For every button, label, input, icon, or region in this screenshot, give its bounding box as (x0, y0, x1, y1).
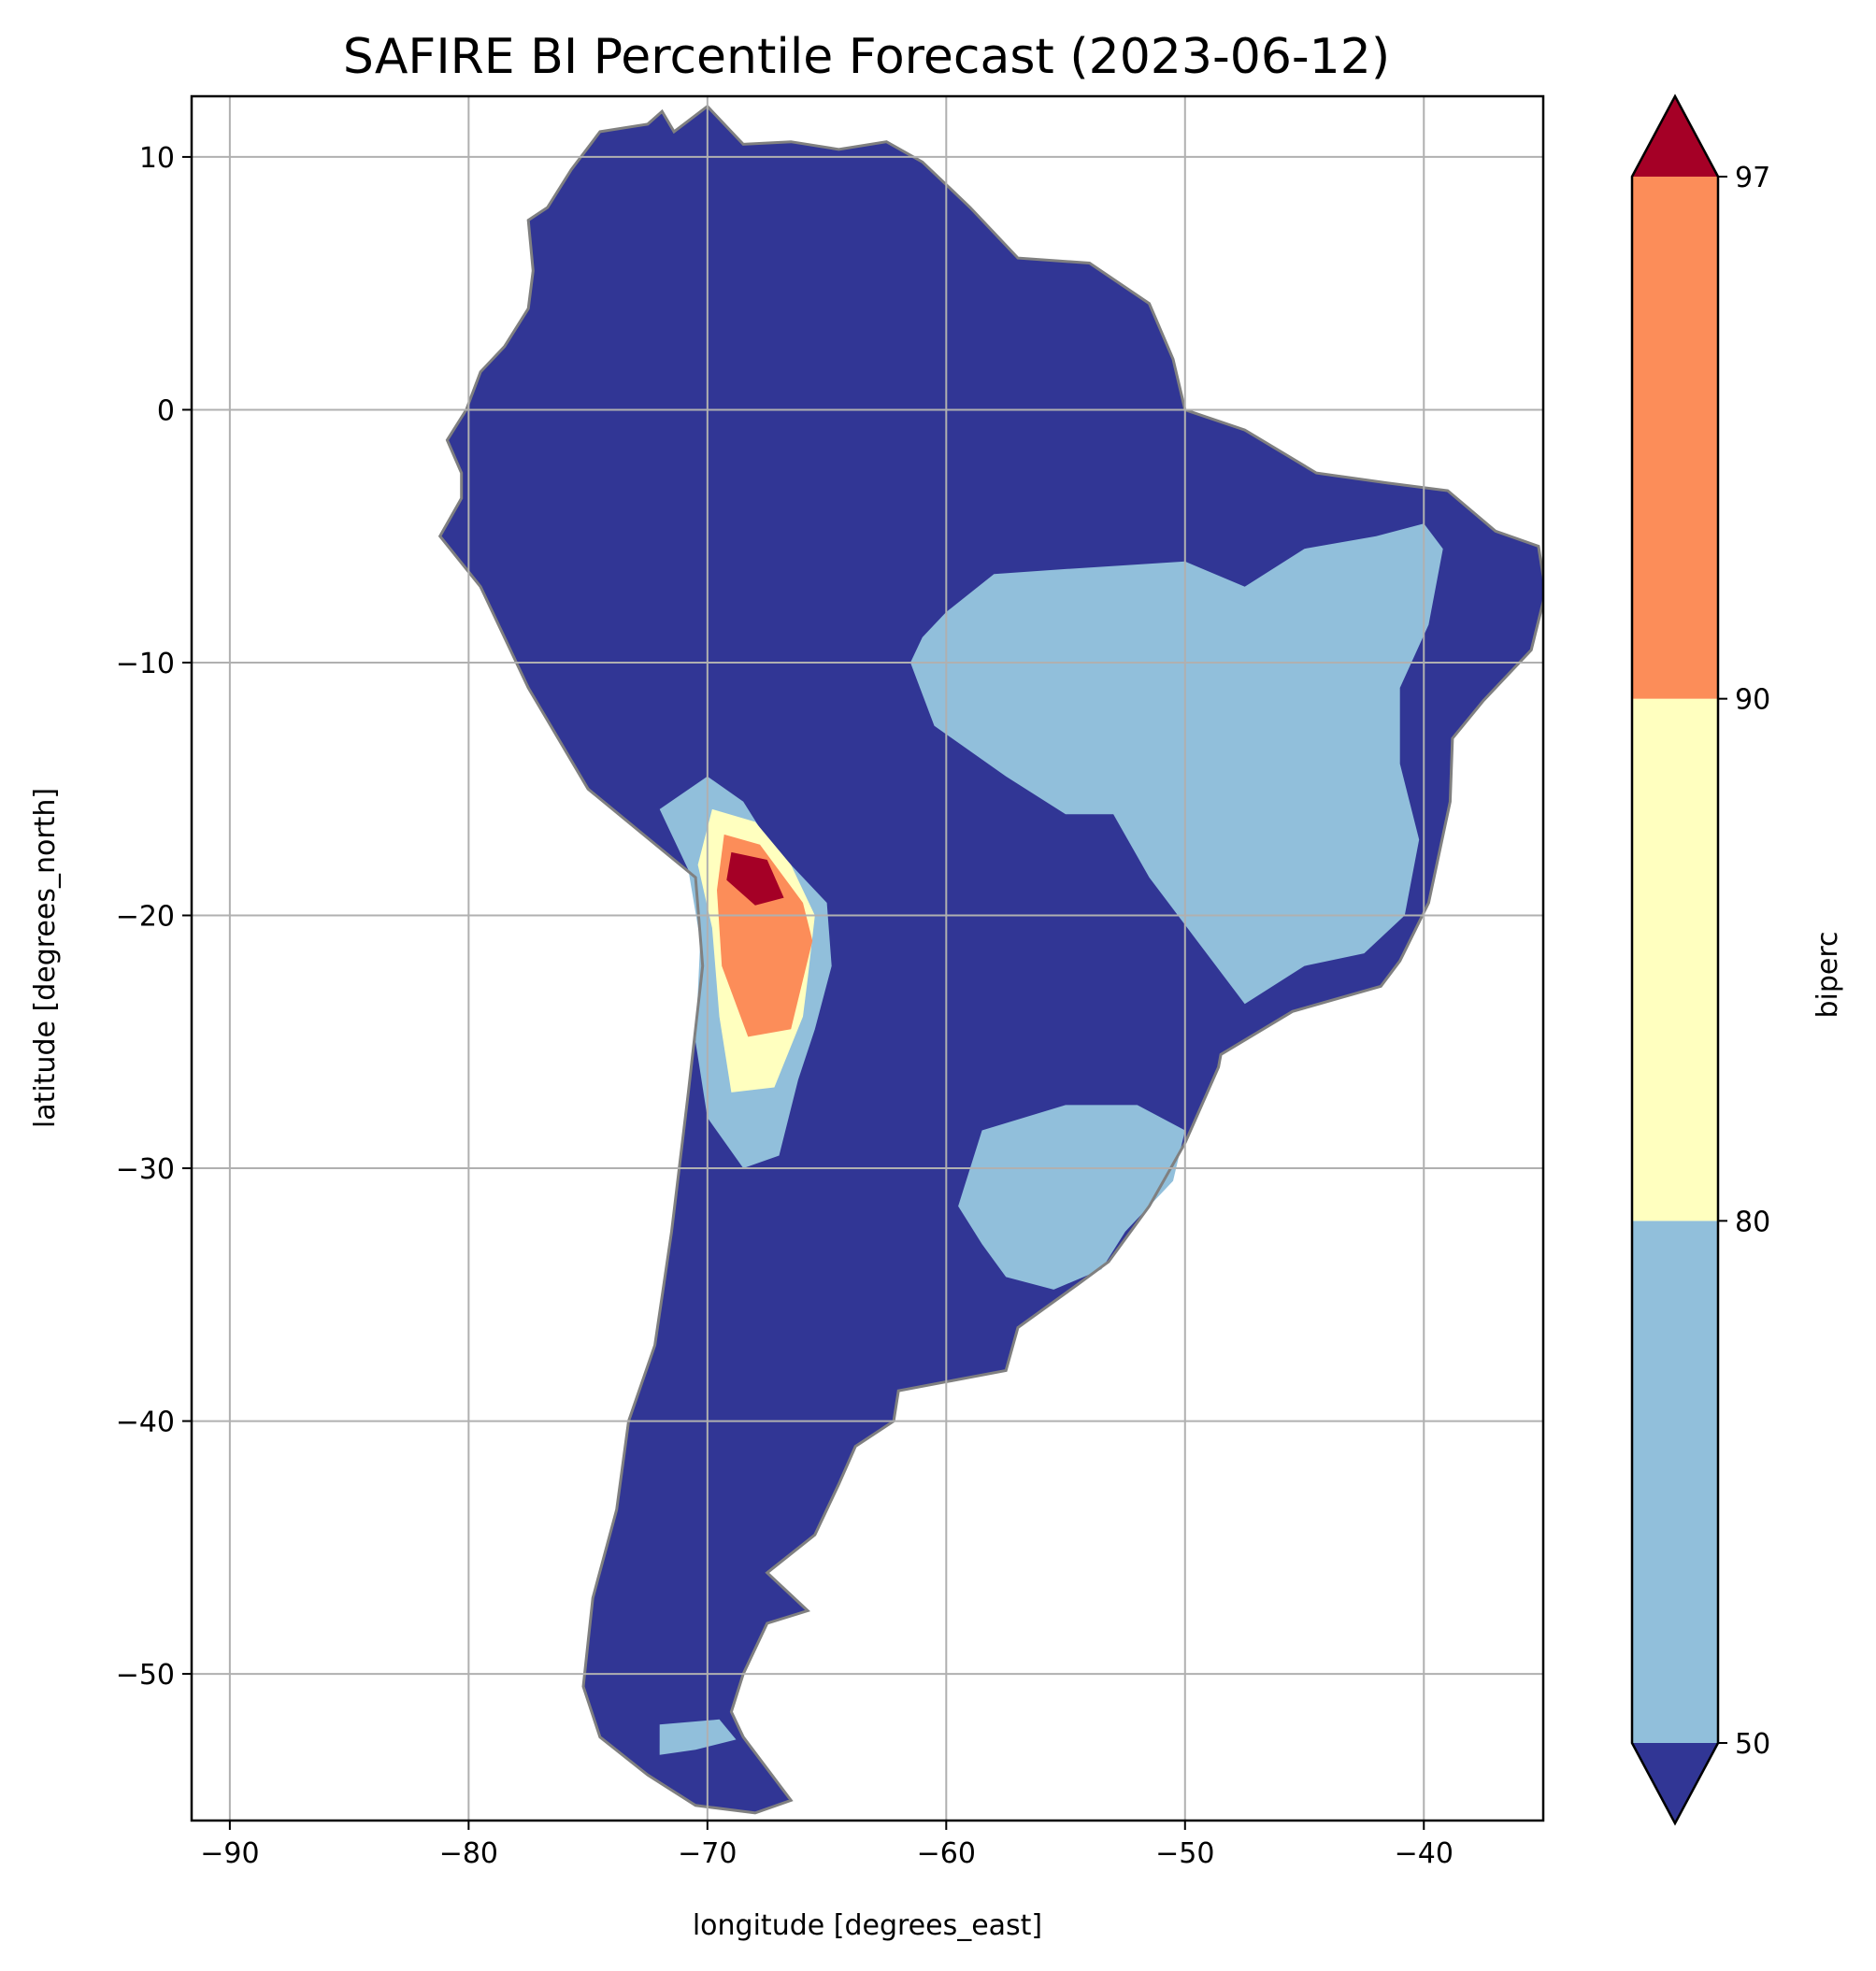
country-borders (437, 104, 1543, 1815)
colorbar-segment (1632, 1221, 1718, 1743)
y-tick-label: −50 (116, 1659, 175, 1692)
x-tick-label: −70 (678, 1837, 737, 1870)
y-tick-label: −10 (116, 648, 175, 680)
southern-brazil-uruguay-region (958, 1105, 1185, 1290)
y-tick-label: −20 (116, 901, 175, 934)
x-tick-label: −80 (439, 1837, 498, 1870)
x-axis-ticks: −90 −80 −70 −60 −50 −40 (200, 1821, 1454, 1870)
central-brazil-region (910, 523, 1443, 1005)
continent (439, 106, 1543, 1813)
x-tick-label: −40 (1395, 1837, 1454, 1870)
y-axis-ticks: 10 0 −10 −20 −30 −40 −50 (116, 142, 192, 1692)
colorbar-extend-max (1632, 96, 1718, 177)
x-tick-label: −50 (1155, 1837, 1214, 1870)
x-axis-label: longitude [degrees_east] (693, 1909, 1042, 1942)
x-tick-label: −60 (917, 1837, 976, 1870)
colorbar-tick-label: 50 (1735, 1728, 1770, 1761)
colorbar-tick-label: 90 (1735, 684, 1770, 717)
map-regions (439, 106, 1543, 1813)
x-tick-label: −90 (200, 1837, 259, 1870)
colorbar-segment (1632, 177, 1718, 699)
coastline (437, 104, 1543, 1815)
map-axes: −90 −80 −70 −60 −50 −40 10 0 −10 −20 −30 −40 −50 (116, 94, 1545, 1870)
map-title: SAFIRE BI Percentile Forecast (2023-06-1… (343, 29, 1390, 85)
y-axis-label: latitude [degrees_north] (29, 788, 62, 1128)
colorbar-tick-label: 97 (1735, 162, 1770, 194)
y-tick-label: −40 (116, 1407, 175, 1439)
y-tick-label: 10 (139, 142, 175, 175)
grid-lines (192, 96, 1543, 1821)
colorbar-segment (1632, 698, 1718, 1221)
tierra-del-fuego-region (659, 1719, 737, 1755)
plot-frame (190, 94, 1545, 1822)
y-tick-label: 0 (157, 394, 175, 427)
uyuni-region (726, 851, 784, 906)
colorbar: 50 80 90 97 (1630, 93, 1770, 1826)
colorbar-label: biperc (1812, 931, 1844, 1018)
colorbar-extend-min (1632, 1743, 1718, 1823)
colorbar-tick-label: 80 (1735, 1206, 1770, 1238)
y-tick-label: −30 (116, 1153, 175, 1186)
